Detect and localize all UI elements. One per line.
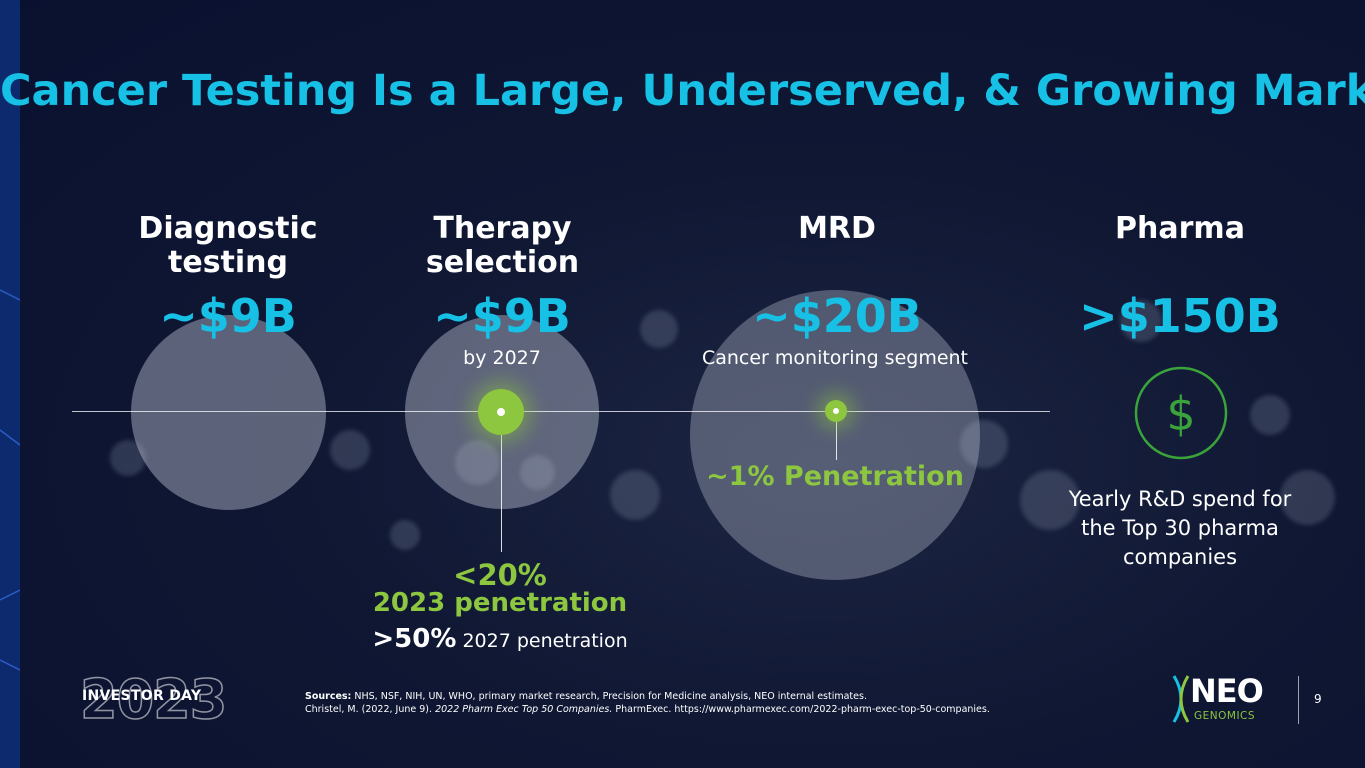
bokeh-light xyxy=(1120,300,1162,342)
mrd-penetration-label: ~1% Penetration xyxy=(706,461,964,492)
mrd-market-note: Cancer monitoring segment xyxy=(701,347,969,369)
sources-prefix: Sources: xyxy=(305,691,352,702)
diagnostic-bubble xyxy=(131,315,326,510)
therapy-future-label: 2027 penetration xyxy=(462,630,628,652)
timeline-axis xyxy=(72,411,1050,412)
bokeh-light xyxy=(390,520,420,550)
sources-citation: Sources: NHS, NSF, NIH, UN, WHO, primary… xyxy=(305,690,990,716)
logo-main-text: NEO xyxy=(1190,672,1264,710)
therapy-category-label: Therapy selection xyxy=(425,211,580,280)
sources-line2-italic: 2022 Pharm Exec Top 50 Companies. xyxy=(435,704,613,715)
therapy-market-note: by 2027 xyxy=(463,347,541,369)
investor-day-label: INVESTOR DAY xyxy=(82,688,202,704)
sources-line1: NHS, NSF, NIH, UN, WHO, primary market r… xyxy=(354,691,867,702)
bokeh-light xyxy=(1250,395,1290,435)
bokeh-light xyxy=(1280,470,1335,525)
dollar-symbol: $ xyxy=(1166,387,1195,441)
pharma-category-label: Pharma xyxy=(1115,211,1245,246)
therapy-market-size: ~$9B xyxy=(433,289,571,343)
left-accent-strip xyxy=(0,0,21,768)
network-lines-decoration xyxy=(0,289,21,671)
mrd-penetration-dot xyxy=(825,400,847,422)
mrd-connector-line xyxy=(836,412,837,460)
bokeh-light xyxy=(110,440,146,476)
diagnostic-category-label: Diagnostic testing xyxy=(138,211,318,280)
mrd-market-size: ~$20B xyxy=(752,289,922,343)
investor-day-badge: 2023 INVESTOR DAY xyxy=(79,667,240,732)
logo-separator xyxy=(1298,676,1299,724)
bokeh-light xyxy=(455,440,500,485)
bokeh-light xyxy=(330,430,370,470)
bokeh-light xyxy=(520,455,555,490)
sources-line2-a: Christel, M. (2022, June 9). xyxy=(305,704,436,715)
diagnostic-market-size: ~$9B xyxy=(159,289,297,343)
bokeh-light xyxy=(640,310,678,348)
mrd-bubble xyxy=(690,290,980,580)
page-number: 9 xyxy=(1314,692,1322,706)
therapy-penetration-dot xyxy=(478,389,524,435)
neogenomics-logo: NEO GENOMICS xyxy=(1168,672,1290,728)
bokeh-light xyxy=(960,420,1008,468)
investor-day-year: 2023 xyxy=(79,667,228,732)
therapy-future-penetration: >50% 2027 penetration xyxy=(330,624,670,654)
dollar-circle-icon: $ xyxy=(1134,366,1228,460)
therapy-penetration-headline: <20% xyxy=(453,558,547,592)
therapy-penetration-headline-sub: 2023 penetration xyxy=(372,588,628,618)
bokeh-light xyxy=(610,470,660,520)
therapy-future-value: >50% xyxy=(372,624,457,654)
bokeh-light xyxy=(1020,470,1080,530)
helix-logo-mark xyxy=(1172,675,1190,723)
therapy-connector-line xyxy=(501,412,502,552)
pharma-market-size: >$150B xyxy=(1079,289,1281,343)
mrd-category-label: MRD xyxy=(798,211,876,246)
logo-sub-text: GENOMICS xyxy=(1194,710,1256,722)
slide-title: Cancer Testing Is a Large, Underserved, … xyxy=(0,66,1365,116)
sources-line2-b: PharmExec. https://www.pharmexec.com/202… xyxy=(612,704,990,715)
pharma-market-note: Yearly R&D spend for the Top 30 pharma c… xyxy=(1068,487,1292,569)
